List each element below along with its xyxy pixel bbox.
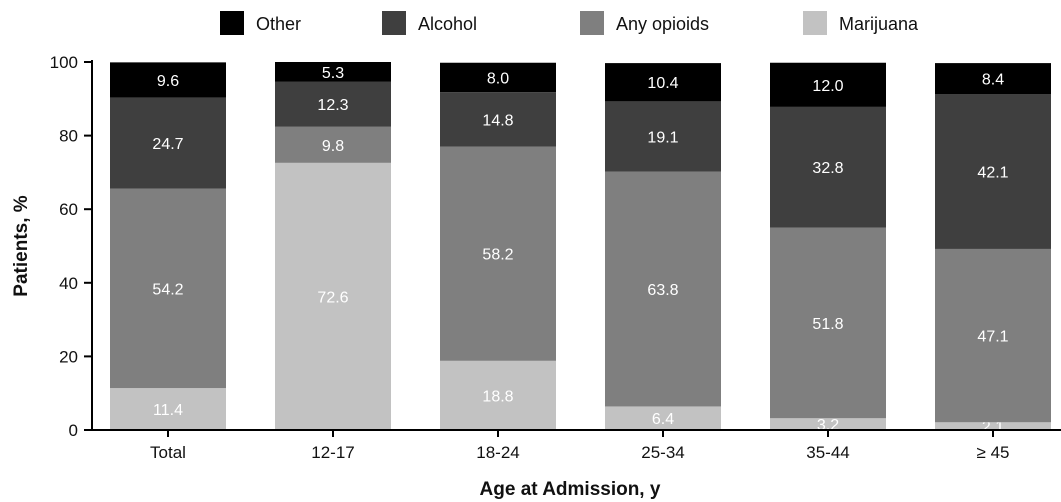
legend-label: Marijuana [839,14,919,34]
data-label: 14.8 [482,112,513,129]
legend-swatch [220,11,244,35]
data-label: 5.3 [322,65,344,82]
bar-segment [935,94,1051,249]
data-label: 10.4 [647,75,678,92]
x-tick-label: Total [150,443,186,462]
bar-segment [110,388,226,430]
data-label: 24.7 [152,136,183,153]
bar-segment [275,126,391,163]
y-tick-label: 40 [59,274,78,293]
data-label: 11.4 [153,402,183,419]
bar-segment [605,171,721,407]
data-label: 51.8 [812,316,843,333]
y-axis: 0 20 40 60 80 100 [50,53,93,440]
legend-label: Other [256,14,301,34]
data-label: 12.0 [812,78,843,95]
data-label: 32.8 [812,160,843,177]
legend-swatch [580,11,604,35]
bar-segment [605,63,721,102]
y-tick-label: 20 [59,347,78,366]
data-label: 72.6 [317,289,348,306]
data-label: 42.1 [977,164,1008,181]
bar-segment [110,97,226,189]
bar-segment [770,418,886,430]
y-tick-label: 80 [59,127,78,146]
data-label: 19.1 [647,130,678,147]
bar-segment [770,62,886,107]
x-tick-label: 18-24 [476,443,519,462]
data-label: 18.8 [482,388,513,405]
legend-item: Other [220,11,301,35]
data-label: 12.3 [317,97,348,114]
x-tick-label: 12-17 [311,443,354,462]
x-tick-label: 25-34 [641,443,684,462]
data-label: 8.4 [982,72,1004,89]
data-label: 8.0 [487,70,509,87]
bar-segment [440,146,556,361]
y-axis-title: Patients, % [11,195,32,296]
legend: Other Alcohol Any opioids Marijuana [220,11,919,35]
bar-segment [275,62,391,82]
data-label: 9.8 [322,138,344,155]
bar-segment [770,106,886,228]
legend-label: Alcohol [418,14,477,34]
x-tick-label: ≥ 45 [977,443,1010,462]
bar-segment [440,92,556,147]
bar-segment [110,62,226,98]
data-label: 9.6 [157,73,179,90]
legend-swatch [803,11,827,35]
x-axis-title: Age at Admission, y [480,479,661,500]
data-label: 54.2 [152,281,183,298]
legend-swatch [382,11,406,35]
legend-label: Any opioids [616,14,709,34]
bar-segment [275,162,391,430]
x-tick-label: 35-44 [806,443,849,462]
data-label: 63.8 [647,282,678,299]
y-tick-label: 60 [59,200,78,219]
bar-segment [935,248,1051,423]
legend-item: Any opioids [580,11,709,35]
bar-segment [440,62,556,93]
bar-segment [770,227,886,419]
legend-item: Alcohol [382,11,477,35]
x-axis: Total 12-17 18-24 25-34 35-44 ≥ 45 [92,429,1061,462]
bar-segment [275,81,391,127]
legend-item: Marijuana [803,11,919,35]
bar-segment [440,360,556,430]
bar-segment [110,188,226,389]
bar-segment [605,406,721,430]
data-label: 2.1 [982,419,1004,436]
bar-segment [935,422,1051,430]
y-tick-label: 100 [50,53,78,72]
data-label: 47.1 [977,329,1008,346]
bar-segment [935,63,1051,95]
data-label: 58.2 [482,247,513,264]
y-tick-label: 0 [69,421,78,440]
data-label: 6.4 [652,411,674,428]
bars: 11.4 54.2 24.7 9.6 72.6 9.8 12.3 5.3 18.8 58.2 14.… [110,62,1051,436]
bar-segment [605,101,721,172]
